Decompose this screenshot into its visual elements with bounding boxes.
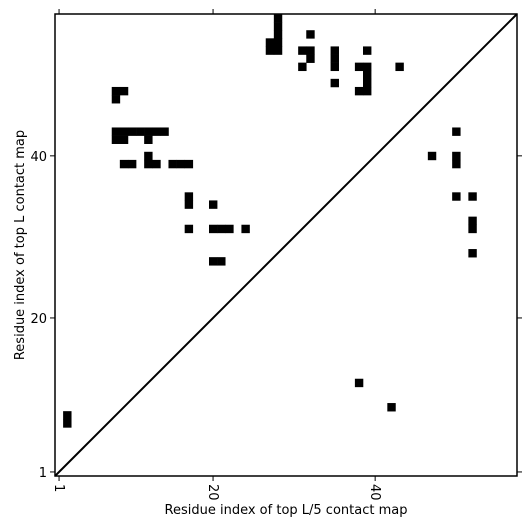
contact-cell-upper xyxy=(184,200,194,209)
contact-cell-upper xyxy=(144,159,153,169)
contact-cell-upper xyxy=(184,192,194,201)
contact-cells xyxy=(63,14,477,428)
x-tick-label: 1 xyxy=(51,484,66,492)
contact-cell-upper xyxy=(209,257,218,266)
contact-cell-upper xyxy=(111,135,121,144)
contact-cell-upper xyxy=(119,159,129,169)
contact-cell-upper xyxy=(298,62,307,72)
contact-cell-upper xyxy=(144,135,153,144)
contact-cell-upper xyxy=(273,14,283,23)
x-tick-label: 20 xyxy=(205,484,220,501)
contact-cell-lower xyxy=(63,411,72,420)
contact-cell-upper xyxy=(273,22,283,31)
contact-cell-upper xyxy=(306,30,315,39)
contact-cell-upper xyxy=(217,224,226,234)
y-tick-label: 40 xyxy=(30,150,47,165)
contact-cell-upper xyxy=(119,86,129,96)
contact-cell-upper xyxy=(427,151,437,161)
contact-cell-upper xyxy=(136,127,145,136)
y-tick-label: 1 xyxy=(39,466,47,481)
contact-cell-upper xyxy=(127,127,137,136)
contact-cell-upper xyxy=(452,159,461,169)
y-axis-label: Residue index of top L contact map xyxy=(13,130,28,360)
contact-cell-upper xyxy=(452,192,461,201)
contact-cell-upper xyxy=(298,46,307,55)
contact-cell-upper xyxy=(363,86,372,96)
contact-cell-upper xyxy=(363,78,372,88)
x-tick-label: 40 xyxy=(367,484,382,501)
contact-cell-upper xyxy=(176,159,185,169)
axis-ticks: 1 20 40 1 20 40 xyxy=(30,9,522,501)
contact-cell-upper xyxy=(152,159,161,169)
contact-cell-upper xyxy=(273,38,283,47)
contact-cell-upper xyxy=(119,135,129,144)
contact-cell-upper xyxy=(184,159,194,169)
contact-cell-upper xyxy=(363,70,372,80)
contact-cell-lower xyxy=(387,403,396,412)
contact-cell-upper xyxy=(468,224,477,234)
contact-cell-upper xyxy=(265,38,275,47)
contact-cell-upper xyxy=(363,46,372,55)
contact-cell-upper xyxy=(144,127,153,136)
contact-cell-upper xyxy=(468,249,477,258)
contact-cell-upper xyxy=(273,30,283,39)
contact-cell-upper xyxy=(468,192,477,201)
plot-frame xyxy=(54,13,518,477)
contact-cell-upper xyxy=(111,86,121,96)
x-axis-label: Residue index of top L/5 contact map xyxy=(165,503,408,518)
contact-cell-lower xyxy=(63,419,72,428)
contact-cell-upper xyxy=(184,224,194,234)
contact-cell-upper xyxy=(111,127,121,136)
contact-cell-upper xyxy=(468,216,477,226)
contact-cell-upper xyxy=(273,46,283,55)
contact-cell-upper xyxy=(152,127,161,136)
contact-cell-upper xyxy=(452,151,461,161)
contact-cell-upper xyxy=(119,127,129,136)
contact-cell-lower xyxy=(354,378,364,388)
contact-cell-upper xyxy=(363,62,372,72)
contact-cell-upper xyxy=(330,78,339,88)
contact-cell-upper xyxy=(168,159,177,169)
y-tick-label: 20 xyxy=(30,312,47,327)
contact-cell-upper xyxy=(209,224,218,234)
contact-cell-upper xyxy=(144,151,153,161)
contact-cell-upper xyxy=(265,46,275,55)
contact-cell-upper xyxy=(330,62,339,72)
contact-cell-upper xyxy=(306,54,315,63)
contact-cell-upper xyxy=(330,46,339,55)
contact-cell-upper xyxy=(354,62,364,72)
contact-cell-upper xyxy=(395,62,404,72)
contact-cell-upper xyxy=(111,95,121,104)
contact-cell-upper xyxy=(330,54,339,63)
contact-cell-upper xyxy=(217,257,226,266)
contact-cell-upper xyxy=(306,46,315,55)
contact-cell-upper xyxy=(225,224,234,234)
contact-cell-upper xyxy=(452,127,461,136)
contact-cell-upper xyxy=(127,159,137,169)
contact-cell-upper xyxy=(354,86,364,96)
contact-cell-upper xyxy=(241,224,250,234)
diagonal-line xyxy=(54,13,518,477)
contact-cell-upper xyxy=(160,127,169,136)
contact-cell-upper xyxy=(209,200,218,209)
